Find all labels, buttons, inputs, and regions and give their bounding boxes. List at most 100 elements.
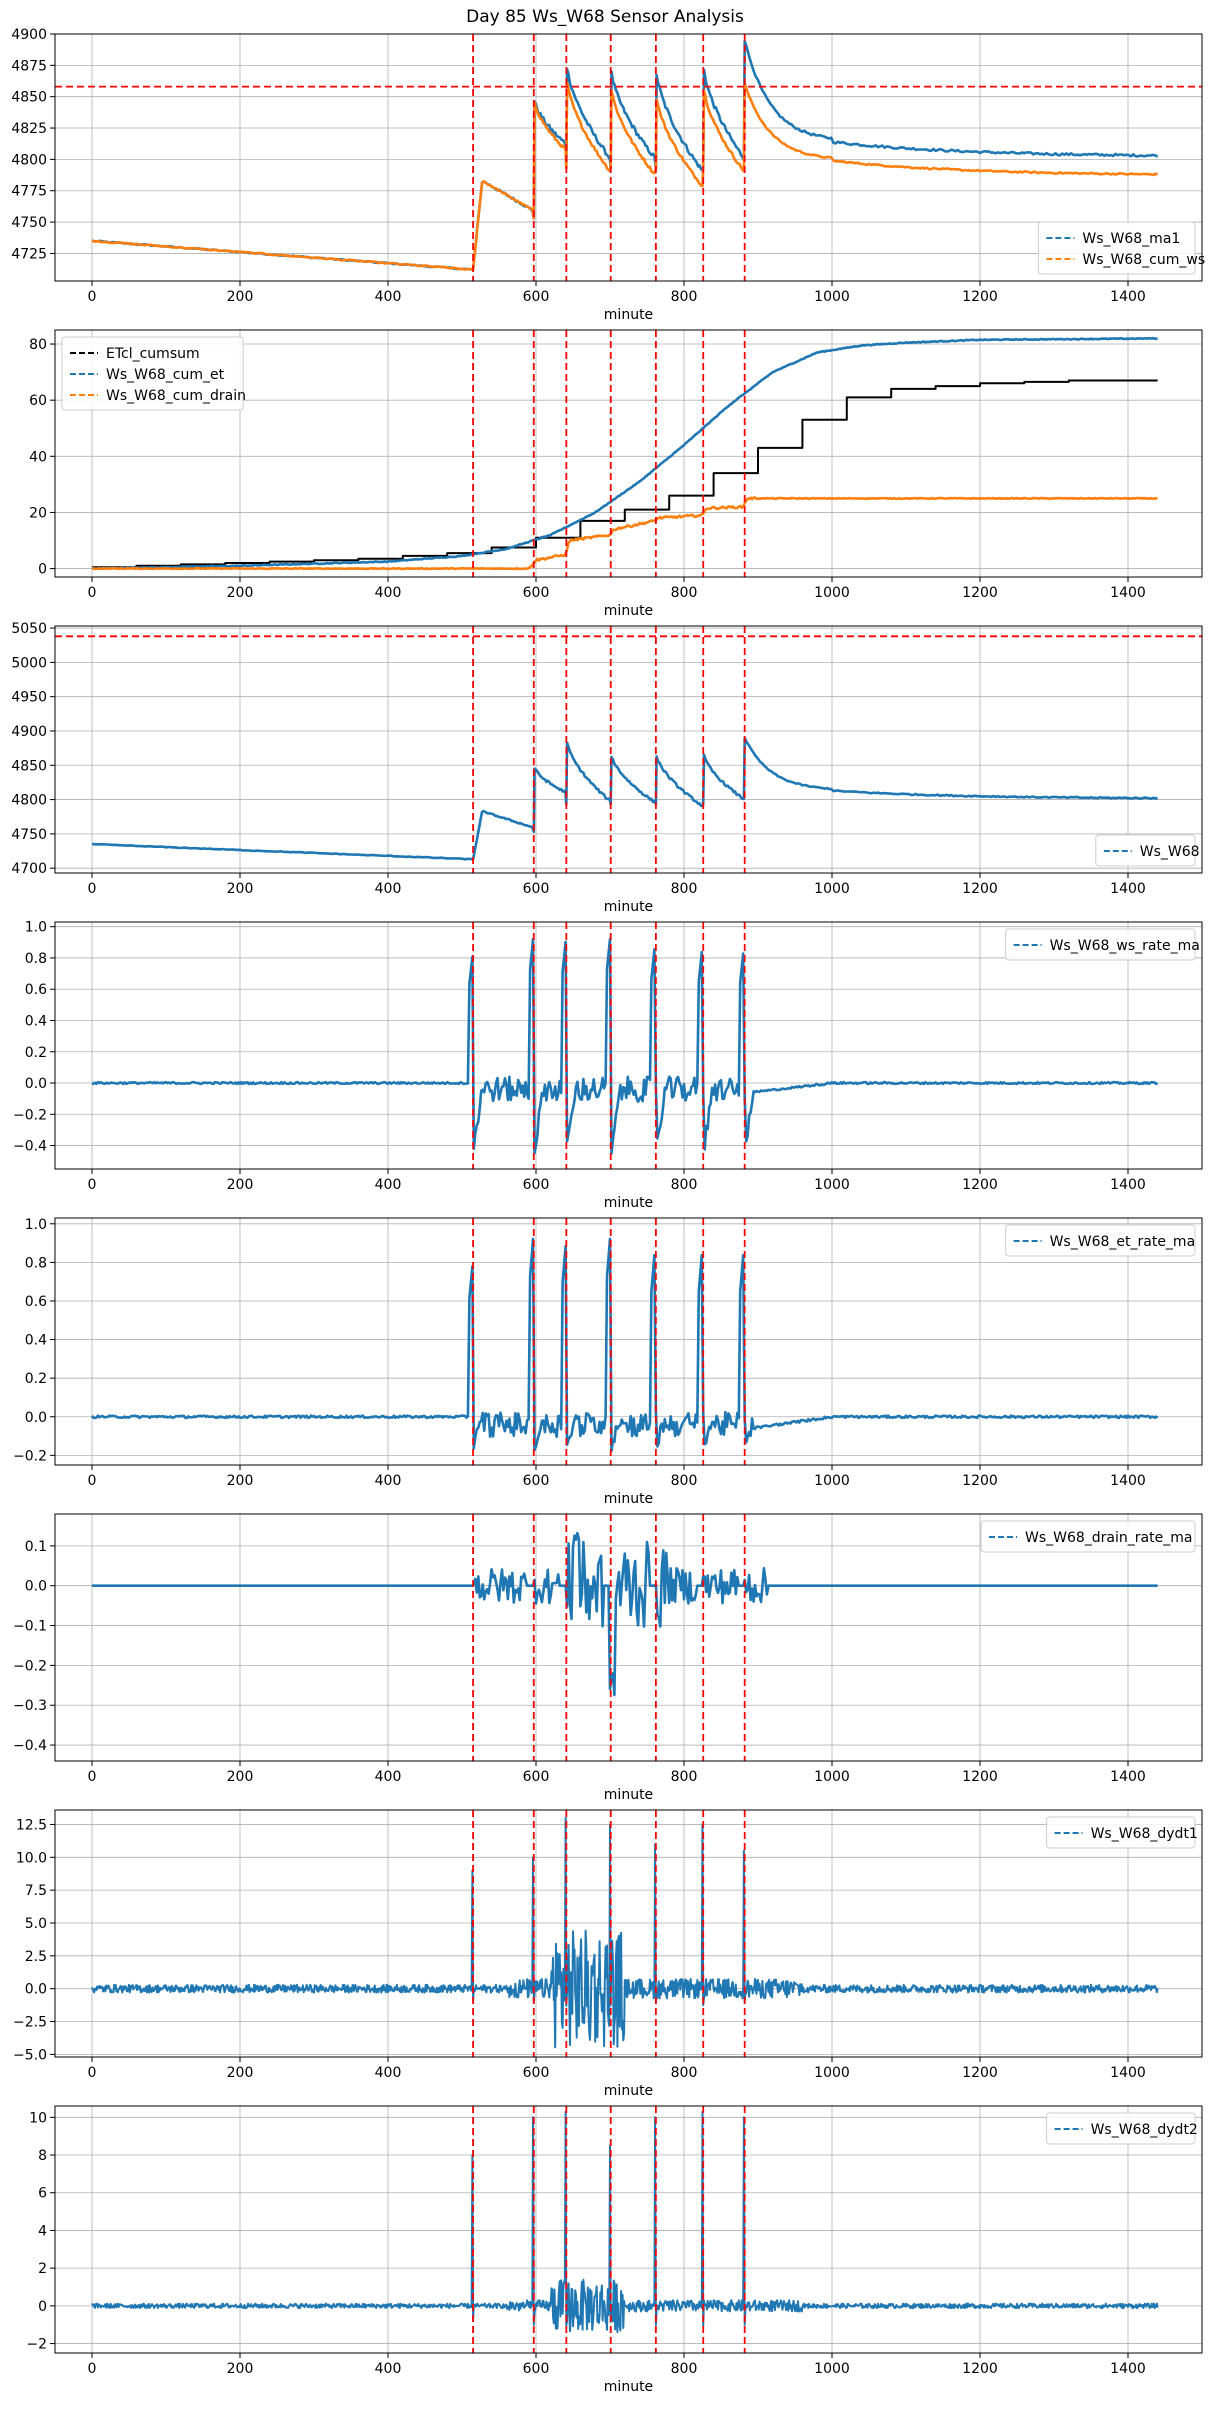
x-tick-label: 200 [227,2361,254,2377]
legend-label: Ws_W68 [1140,844,1200,860]
y-tick-label: 0.0 [25,1076,47,1092]
plot-area [55,34,1202,281]
y-tick-label: 0 [38,562,47,578]
series-line-ETcl_cumsum [92,379,1158,569]
axes-frame [54,1217,1203,1466]
x-tick-label: 600 [523,2065,550,2081]
x-tick-label: 400 [375,1769,402,1785]
figure-title: Day 85 Ws_W68 Sensor Analysis [466,7,744,27]
x-tick-label: 1200 [962,1769,998,1785]
x-tick-label: 1400 [1110,1769,1146,1785]
y-tick-label: 4850 [11,90,47,106]
y-tick-label: 0.2 [25,1045,47,1061]
series-line-Ws_W68_ma1 [91,39,1159,271]
y-tick-label: 40 [29,449,47,465]
legend-box [1005,928,1196,961]
y-tick-label: 10 [29,2110,47,2126]
axes-frame [54,33,1203,282]
y-tick-label: 4700 [11,861,47,877]
plot-area [91,330,1159,577]
chart-panel-2: 0 200 400 600 800 1000 1200 1400 0 20 40 60 80 minute… [29,329,1203,619]
x-tick-label: 400 [375,2361,402,2377]
legend-label: Ws_W68_et_rate_ma [1050,1234,1196,1250]
y-tick-label: 1.0 [25,1217,47,1233]
legend-box [1037,221,1196,275]
legend: ETcl_cumsum Ws_W68_cum_et Ws_W68_cum_drain [61,336,246,411]
chart-panel-3: 0 200 400 600 800 1000 1200 1400 4700 4750 4800 485… [11,621,1203,915]
x-tick-label: 0 [88,1769,97,1785]
y-tick-label: 12.5 [16,1817,47,1833]
y-tick-label: 4750 [11,827,47,843]
x-tick-label: 600 [523,881,550,897]
x-tick-label: 1200 [962,1473,998,1489]
y-tick-label: 0.6 [25,982,47,998]
y-tick-label: 0.8 [25,951,47,967]
x-tick-label: 200 [227,1177,254,1193]
x-tick-label: 200 [227,1473,254,1489]
x-tick-label: 0 [88,585,97,601]
x-tick-label: 1000 [814,1177,850,1193]
x-tick-label: 1000 [814,289,850,305]
y-tick-label: 0.8 [25,1255,47,1271]
y-tick-label: −0.1 [13,1619,47,1635]
x-axis-label: minute [604,899,653,915]
x-tick-label: 1200 [962,2361,998,2377]
x-tick-label: 1200 [962,2065,998,2081]
x-tick-label: 1400 [1110,289,1146,305]
x-tick-label: 1200 [962,289,998,305]
y-tick-label: 4825 [11,121,47,137]
x-tick-label: 1000 [814,585,850,601]
x-tick-label: 600 [523,1177,550,1193]
y-tick-label: 60 [29,393,47,409]
x-tick-label: 800 [671,1769,698,1785]
plot-area [90,1218,1159,1465]
x-axis-label: minute [604,603,653,619]
x-tick-label: 600 [523,1769,550,1785]
x-tick-label: 0 [88,289,97,305]
x-tick-label: 600 [523,585,550,601]
y-tick-label: 0.0 [25,1579,47,1595]
y-tick-label: 0.4 [25,1013,47,1029]
x-axis-label: minute [604,2379,653,2395]
legend: Ws_W68_dydt2 [1046,2112,1198,2145]
x-tick-label: 1000 [814,2361,850,2377]
axes-frame [54,2105,1203,2354]
y-tick-label: 6 [38,2186,47,2202]
legend-box [61,336,244,411]
y-tick-label: 4875 [11,58,47,74]
x-tick-label: 1000 [814,1769,850,1785]
x-tick-label: 400 [375,585,402,601]
y-tick-label: 4 [38,2223,47,2239]
y-tick-label: −0.2 [13,1107,47,1123]
x-tick-label: 1400 [1110,585,1146,601]
legend-label: Ws_W68_ma1 [1082,231,1180,247]
x-tick-label: 400 [375,289,402,305]
y-tick-label: −0.4 [13,1139,47,1155]
axes-frame [54,625,1203,874]
series-line-Ws_W68_ws_rate_ma [91,937,1159,1155]
x-tick-label: 1400 [1110,881,1146,897]
x-tick-label: 0 [88,2065,97,2081]
legend-label: Ws_W68_dydt2 [1091,2122,1198,2138]
y-tick-label: 4850 [11,758,47,774]
y-tick-label: −2 [26,2337,47,2353]
y-tick-label: 4800 [11,152,47,168]
x-axis-label: minute [604,1195,653,1211]
y-tick-label: 2.5 [25,1949,47,1965]
y-tick-label: −0.2 [13,1658,47,1674]
x-tick-label: 0 [88,2361,97,2377]
y-tick-label: 0.0 [25,1982,47,1998]
x-tick-label: 0 [88,1473,97,1489]
x-axis-label: minute [604,1491,653,1507]
series-line-Ws_W68_cum_drain [91,496,1158,571]
chart-panel-4: 0 200 400 600 800 1000 1200 1400 −0.4 −0.2 0.0 0.2 0… [13,920,1203,1211]
y-tick-label: 4950 [11,690,47,706]
chart-panel-7: 0 200 400 600 800 1000 1200 1400 −5.0 −2.5 0.0 2.5 5… [13,1809,1203,2099]
y-tick-label: 4775 [11,184,47,200]
y-tick-label: 0.0 [25,1410,47,1426]
series-line-Ws_W68_cum_et [91,336,1159,571]
x-tick-label: 200 [227,585,254,601]
x-tick-label: 1000 [814,1473,850,1489]
x-tick-label: 1400 [1110,2361,1146,2377]
